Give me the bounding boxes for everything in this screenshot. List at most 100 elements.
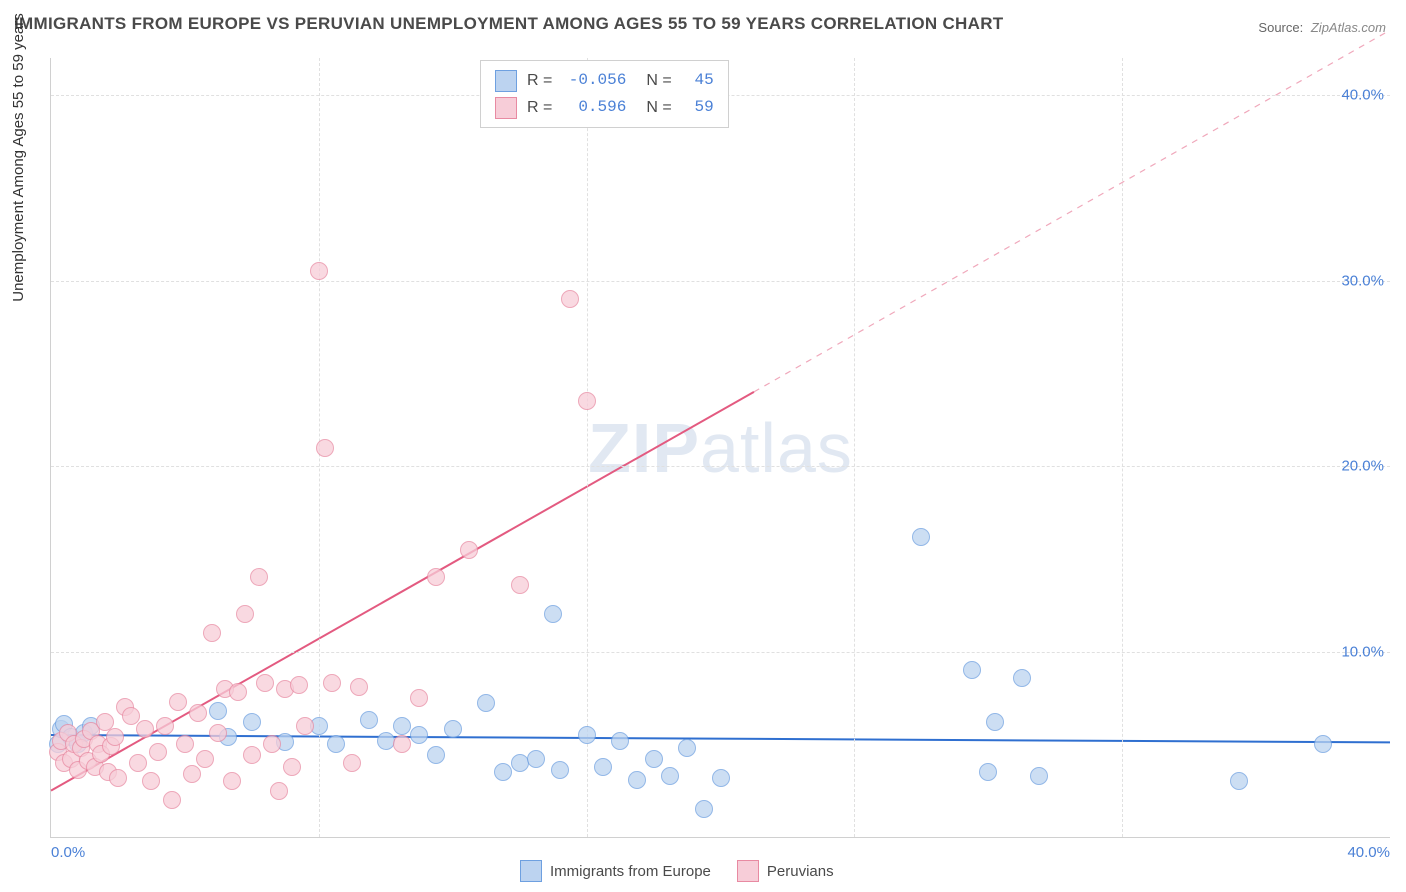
- gridline-h: [51, 652, 1390, 653]
- data-point: [511, 754, 529, 772]
- data-point: [963, 661, 981, 679]
- data-point: [243, 746, 261, 764]
- legend-item-1: Immigrants from Europe: [520, 860, 711, 882]
- r-value-2: 0.596: [562, 94, 626, 121]
- legend-swatch-1: [520, 860, 542, 882]
- xtick-min: 0.0%: [51, 844, 85, 861]
- data-point: [283, 758, 301, 776]
- data-point: [544, 605, 562, 623]
- gridline-v: [854, 58, 855, 837]
- bottom-legend: Immigrants from Europe Peruvians: [520, 860, 834, 882]
- data-point: [176, 735, 194, 753]
- data-point: [169, 693, 187, 711]
- data-point: [979, 763, 997, 781]
- data-point: [129, 754, 147, 772]
- data-point: [343, 754, 361, 772]
- data-point: [594, 758, 612, 776]
- data-point: [410, 726, 428, 744]
- data-point: [236, 605, 254, 623]
- data-point: [243, 713, 261, 731]
- ytick-label: 40.0%: [1341, 87, 1384, 104]
- data-point: [209, 702, 227, 720]
- data-point: [527, 750, 545, 768]
- data-point: [912, 528, 930, 546]
- data-point: [203, 624, 221, 642]
- data-point: [310, 262, 328, 280]
- data-point: [628, 771, 646, 789]
- data-point: [296, 717, 314, 735]
- data-point: [551, 761, 569, 779]
- swatch-series1: [495, 70, 517, 92]
- source-value: ZipAtlas.com: [1311, 20, 1386, 35]
- correlation-legend: R = -0.056 N = 45 R = 0.596 N = 59: [480, 60, 729, 128]
- data-point: [106, 728, 124, 746]
- data-point: [163, 791, 181, 809]
- data-point: [183, 765, 201, 783]
- n-prefix-1: N =: [646, 67, 671, 94]
- data-point: [290, 676, 308, 694]
- data-point: [1230, 772, 1248, 790]
- data-point: [250, 568, 268, 586]
- data-point: [427, 746, 445, 764]
- swatch-series2: [495, 97, 517, 119]
- data-point: [695, 800, 713, 818]
- data-point: [189, 704, 207, 722]
- r-prefix-1: R =: [527, 67, 552, 94]
- data-point: [645, 750, 663, 768]
- legend-swatch-2: [737, 860, 759, 882]
- n-prefix-2: N =: [646, 94, 671, 121]
- data-point: [109, 769, 127, 787]
- data-point: [393, 735, 411, 753]
- y-axis-label: Unemployment Among Ages 55 to 59 years: [10, 13, 27, 302]
- data-point: [460, 541, 478, 559]
- data-point: [316, 439, 334, 457]
- data-point: [393, 717, 411, 735]
- data-point: [149, 743, 167, 761]
- data-point: [142, 772, 160, 790]
- data-point: [360, 711, 378, 729]
- data-point: [427, 568, 445, 586]
- source-credit: Source: ZipAtlas.com: [1258, 20, 1386, 35]
- data-point: [1030, 767, 1048, 785]
- gridline-h: [51, 466, 1390, 467]
- legend-label-2: Peruvians: [767, 863, 834, 880]
- data-point: [256, 674, 274, 692]
- trend-line: [51, 735, 1390, 742]
- data-point: [263, 735, 281, 753]
- data-point: [136, 720, 154, 738]
- xtick-max: 40.0%: [1347, 844, 1390, 861]
- n-value-2: 59: [682, 94, 714, 121]
- data-point: [1314, 735, 1332, 753]
- data-point: [156, 717, 174, 735]
- data-point: [350, 678, 368, 696]
- plot-area: ZIPatlas 0.0% 40.0% 10.0%20.0%30.0%40.0%: [50, 58, 1390, 838]
- data-point: [494, 763, 512, 781]
- source-label: Source:: [1258, 20, 1303, 35]
- chart-title: IMMIGRANTS FROM EUROPE VS PERUVIAN UNEMP…: [14, 14, 1003, 34]
- data-point: [986, 713, 1004, 731]
- ytick-label: 30.0%: [1341, 272, 1384, 289]
- data-point: [678, 739, 696, 757]
- data-point: [270, 782, 288, 800]
- n-value-1: 45: [682, 67, 714, 94]
- data-point: [578, 392, 596, 410]
- data-point: [444, 720, 462, 738]
- data-point: [611, 732, 629, 750]
- data-point: [410, 689, 428, 707]
- corr-row-1: R = -0.056 N = 45: [495, 67, 714, 94]
- data-point: [477, 694, 495, 712]
- watermark-bold: ZIP: [588, 409, 700, 487]
- data-point: [196, 750, 214, 768]
- ytick-label: 10.0%: [1341, 643, 1384, 660]
- data-point: [229, 683, 247, 701]
- data-point: [561, 290, 579, 308]
- data-point: [327, 735, 345, 753]
- data-point: [712, 769, 730, 787]
- trend-line: [754, 30, 1390, 392]
- data-point: [511, 576, 529, 594]
- data-point: [209, 724, 227, 742]
- gridline-v: [587, 58, 588, 837]
- legend-label-1: Immigrants from Europe: [550, 863, 711, 880]
- corr-row-2: R = 0.596 N = 59: [495, 94, 714, 121]
- watermark: ZIPatlas: [588, 408, 853, 488]
